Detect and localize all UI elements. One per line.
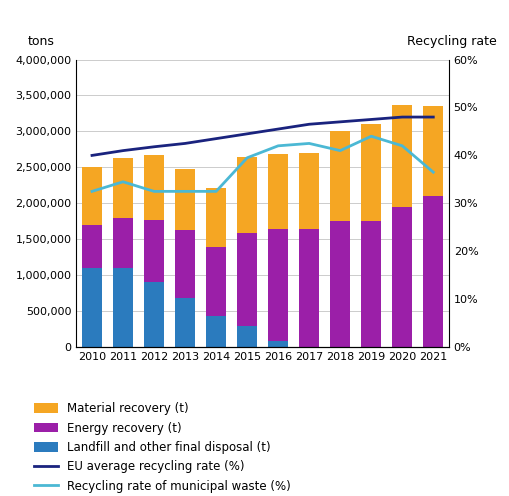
Recycling rate of municipal waste (%) — [274, 143, 280, 149]
EU average recycling rate (%) — [213, 135, 219, 142]
EU average recycling rate (%) — [305, 121, 312, 127]
EU average recycling rate (%) — [120, 148, 126, 154]
Bar — [112, 268, 133, 347]
Bar — [144, 155, 164, 220]
Legend: Material recovery (t), Energy recovery (t), Landfill and other final disposal (t: Material recovery (t), Energy recovery (… — [34, 402, 290, 493]
Bar — [391, 207, 412, 347]
Recycling rate of municipal waste (%) — [305, 140, 312, 146]
Bar — [206, 188, 226, 247]
Bar — [237, 326, 257, 347]
Bar — [175, 169, 195, 230]
Bar — [112, 158, 133, 218]
Bar — [298, 229, 319, 347]
Recycling rate of municipal waste (%) — [399, 143, 405, 149]
Line: Recycling rate of municipal waste (%): Recycling rate of municipal waste (%) — [92, 136, 433, 191]
EU average recycling rate (%) — [336, 119, 343, 125]
Bar — [268, 229, 288, 341]
Recycling rate of municipal waste (%) — [336, 148, 343, 154]
Bar — [391, 105, 412, 207]
Recycling rate of municipal waste (%) — [120, 179, 126, 185]
Recycling rate of municipal waste (%) — [213, 188, 219, 194]
Bar — [175, 230, 195, 298]
Bar — [422, 106, 442, 196]
Bar — [360, 124, 381, 221]
Bar — [329, 221, 350, 347]
EU average recycling rate (%) — [89, 152, 95, 158]
Text: tons: tons — [28, 35, 55, 48]
Bar — [206, 316, 226, 347]
Bar — [329, 131, 350, 221]
Bar — [237, 157, 257, 233]
Bar — [206, 247, 226, 316]
Bar — [82, 168, 102, 225]
EU average recycling rate (%) — [151, 144, 157, 150]
Recycling rate of municipal waste (%) — [182, 188, 188, 194]
Line: EU average recycling rate (%): EU average recycling rate (%) — [92, 117, 433, 155]
Bar — [175, 298, 195, 347]
EU average recycling rate (%) — [430, 114, 436, 120]
Bar — [298, 153, 319, 229]
Bar — [112, 218, 133, 268]
Bar — [360, 221, 381, 347]
EU average recycling rate (%) — [367, 117, 374, 123]
Recycling rate of municipal waste (%) — [430, 169, 436, 175]
Recycling rate of municipal waste (%) — [151, 188, 157, 194]
EU average recycling rate (%) — [399, 114, 405, 120]
Bar — [82, 268, 102, 347]
Bar — [268, 341, 288, 347]
Bar — [144, 283, 164, 347]
EU average recycling rate (%) — [274, 126, 280, 132]
Bar — [237, 233, 257, 326]
Bar — [268, 154, 288, 229]
Bar — [144, 220, 164, 283]
Bar — [82, 225, 102, 268]
EU average recycling rate (%) — [244, 131, 250, 137]
Recycling rate of municipal waste (%) — [367, 133, 374, 139]
Text: Recycling rate: Recycling rate — [407, 35, 496, 48]
EU average recycling rate (%) — [182, 140, 188, 146]
Bar — [422, 196, 442, 347]
Recycling rate of municipal waste (%) — [89, 188, 95, 194]
Recycling rate of municipal waste (%) — [244, 155, 250, 161]
